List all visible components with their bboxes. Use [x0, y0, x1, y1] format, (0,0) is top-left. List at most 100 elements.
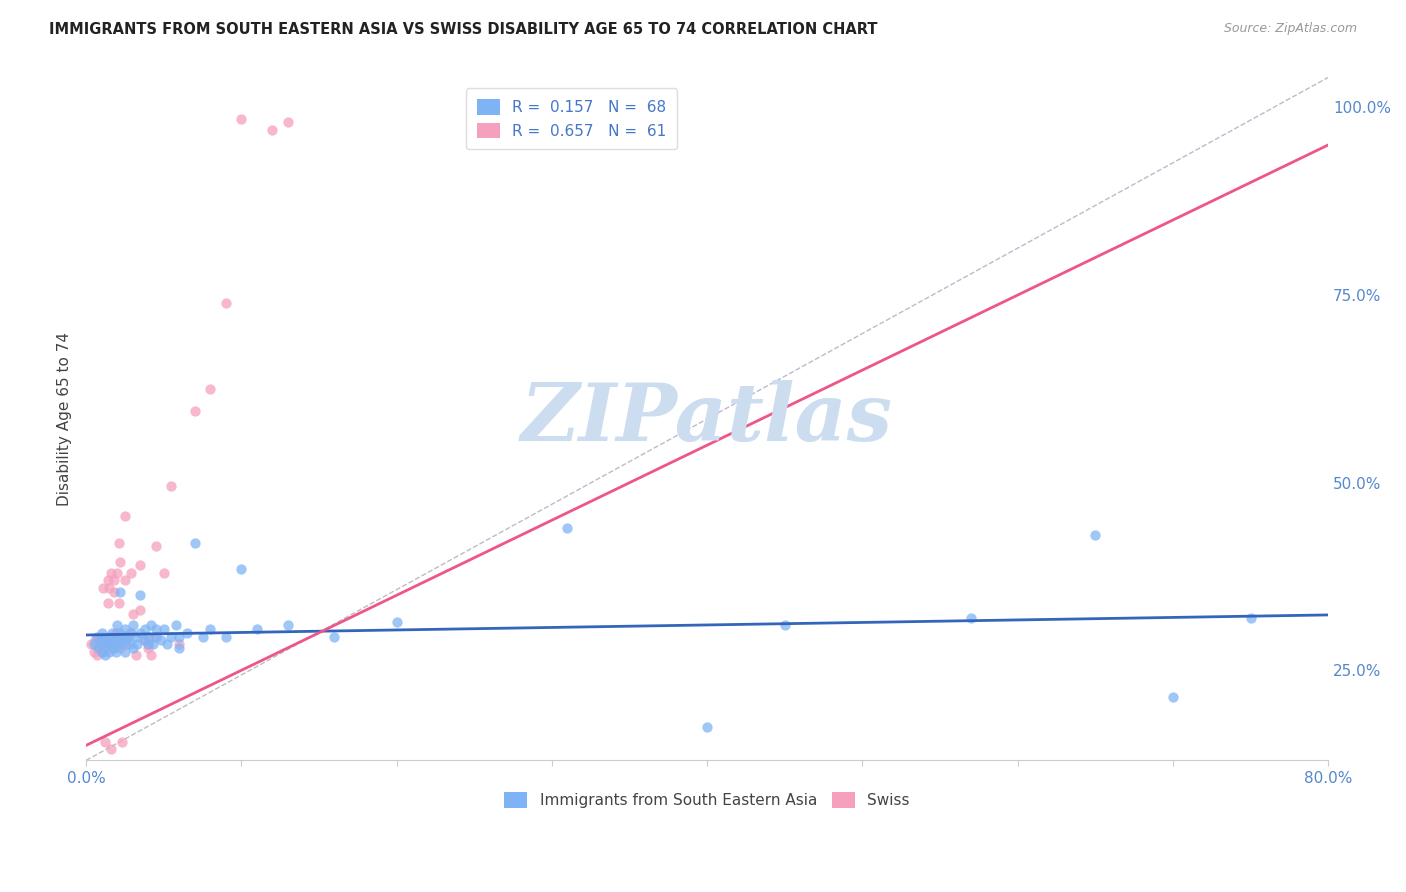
Point — [132, 633, 155, 648]
Point — [112, 630, 135, 644]
Point — [142, 637, 165, 651]
Text: ZIPatlas: ZIPatlas — [522, 380, 893, 458]
Point — [98, 644, 121, 658]
Point — [184, 535, 207, 549]
Point — [246, 622, 269, 636]
Point — [143, 630, 166, 644]
Point — [80, 637, 103, 651]
Point — [118, 625, 141, 640]
Point — [129, 588, 152, 602]
Point — [100, 637, 122, 651]
Point — [125, 648, 148, 663]
Point — [114, 509, 136, 524]
Point — [152, 622, 174, 636]
Point — [103, 584, 125, 599]
Point — [136, 640, 159, 655]
Point — [277, 115, 299, 129]
Point — [231, 562, 253, 576]
Point — [960, 611, 983, 625]
Point — [105, 566, 128, 580]
Point — [141, 618, 163, 632]
Point — [104, 637, 127, 651]
Point — [101, 640, 124, 655]
Point — [90, 644, 112, 658]
Point — [114, 630, 136, 644]
Point — [160, 630, 183, 644]
Point — [97, 637, 120, 651]
Point — [107, 596, 129, 610]
Point — [83, 637, 105, 651]
Point — [191, 630, 214, 644]
Point — [200, 382, 222, 396]
Point — [231, 112, 253, 126]
Point — [184, 404, 207, 418]
Point — [121, 618, 143, 632]
Point — [121, 607, 143, 621]
Point — [103, 640, 125, 655]
Y-axis label: Disability Age 65 to 74: Disability Age 65 to 74 — [58, 332, 72, 506]
Point — [97, 596, 120, 610]
Point — [98, 630, 121, 644]
Point — [98, 581, 121, 595]
Point — [145, 540, 167, 554]
Point — [93, 734, 115, 748]
Point — [136, 630, 159, 644]
Point — [121, 640, 143, 655]
Point — [176, 625, 198, 640]
Point — [86, 648, 108, 663]
Point — [145, 622, 167, 636]
Point — [385, 615, 408, 629]
Point — [91, 637, 114, 651]
Point — [100, 742, 122, 756]
Point — [93, 640, 115, 655]
Point — [323, 630, 346, 644]
Point — [115, 637, 138, 651]
Point — [90, 644, 112, 658]
Point — [557, 521, 579, 535]
Text: IMMIGRANTS FROM SOUTH EASTERN ASIA VS SWISS DISABILITY AGE 65 TO 74 CORRELATION : IMMIGRANTS FROM SOUTH EASTERN ASIA VS SW… — [49, 22, 877, 37]
Point — [134, 622, 156, 636]
Point — [104, 644, 127, 658]
Point — [107, 535, 129, 549]
Point — [114, 574, 136, 588]
Point — [149, 633, 172, 648]
Point — [110, 584, 132, 599]
Point — [91, 581, 114, 595]
Point — [112, 630, 135, 644]
Point — [107, 637, 129, 651]
Point — [115, 633, 138, 648]
Point — [101, 630, 124, 644]
Point — [120, 566, 142, 580]
Point — [215, 295, 238, 310]
Text: Source: ZipAtlas.com: Source: ZipAtlas.com — [1223, 22, 1357, 36]
Point — [141, 648, 163, 663]
Point — [111, 637, 134, 651]
Point — [156, 637, 179, 651]
Legend: Immigrants from South Eastern Asia, Swiss: Immigrants from South Eastern Asia, Swis… — [498, 786, 915, 814]
Point — [134, 633, 156, 648]
Point — [152, 566, 174, 580]
Point — [215, 630, 238, 644]
Point — [114, 622, 136, 636]
Point — [105, 618, 128, 632]
Point — [100, 566, 122, 580]
Point — [200, 622, 222, 636]
Point — [96, 633, 118, 648]
Point — [136, 637, 159, 651]
Point — [120, 625, 142, 640]
Point — [87, 637, 110, 651]
Point — [165, 618, 187, 632]
Point — [509, 120, 531, 134]
Point — [87, 640, 110, 655]
Point — [167, 637, 190, 651]
Point — [101, 625, 124, 640]
Point — [773, 618, 796, 632]
Point — [118, 637, 141, 651]
Point — [127, 637, 149, 651]
Point — [1084, 528, 1107, 542]
Point — [262, 123, 284, 137]
Point — [167, 630, 190, 644]
Point — [86, 630, 108, 644]
Point — [98, 637, 121, 651]
Point — [129, 558, 152, 573]
